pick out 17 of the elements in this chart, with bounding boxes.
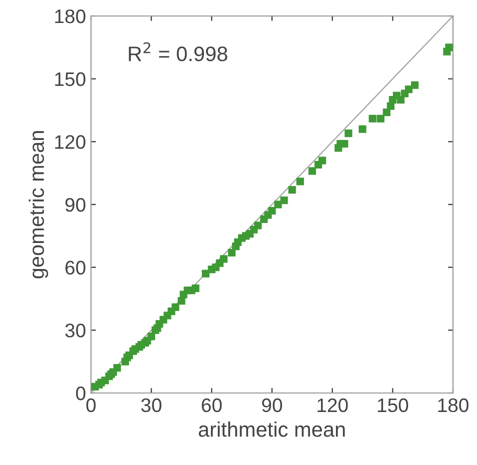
x-tick-label: 90	[262, 398, 282, 412]
x-tick-label: 180	[438, 398, 468, 412]
x-axis-title: arithmetic mean	[198, 422, 345, 437]
y-tick-label: 60	[66, 260, 86, 275]
y-tick-label: 180	[55, 9, 86, 24]
y-tick-label: 90	[65, 198, 86, 212]
y-axis-title: geometric mean	[28, 131, 48, 278]
y-tick-label: 150	[55, 72, 86, 86]
annotation: R$^{2}$ = 0.998	[128, 42, 228, 62]
x-tick-label: 0	[86, 398, 96, 412]
x-tick-label: 60	[202, 398, 222, 412]
y-tick-label: 30	[65, 324, 86, 338]
x-tick-label: 30	[141, 398, 162, 412]
y-tick-label: 120	[55, 135, 86, 149]
x-tick-label: 120	[318, 398, 348, 412]
y-tick-label: 0	[76, 386, 86, 400]
x-tick-label: 150	[378, 398, 408, 412]
